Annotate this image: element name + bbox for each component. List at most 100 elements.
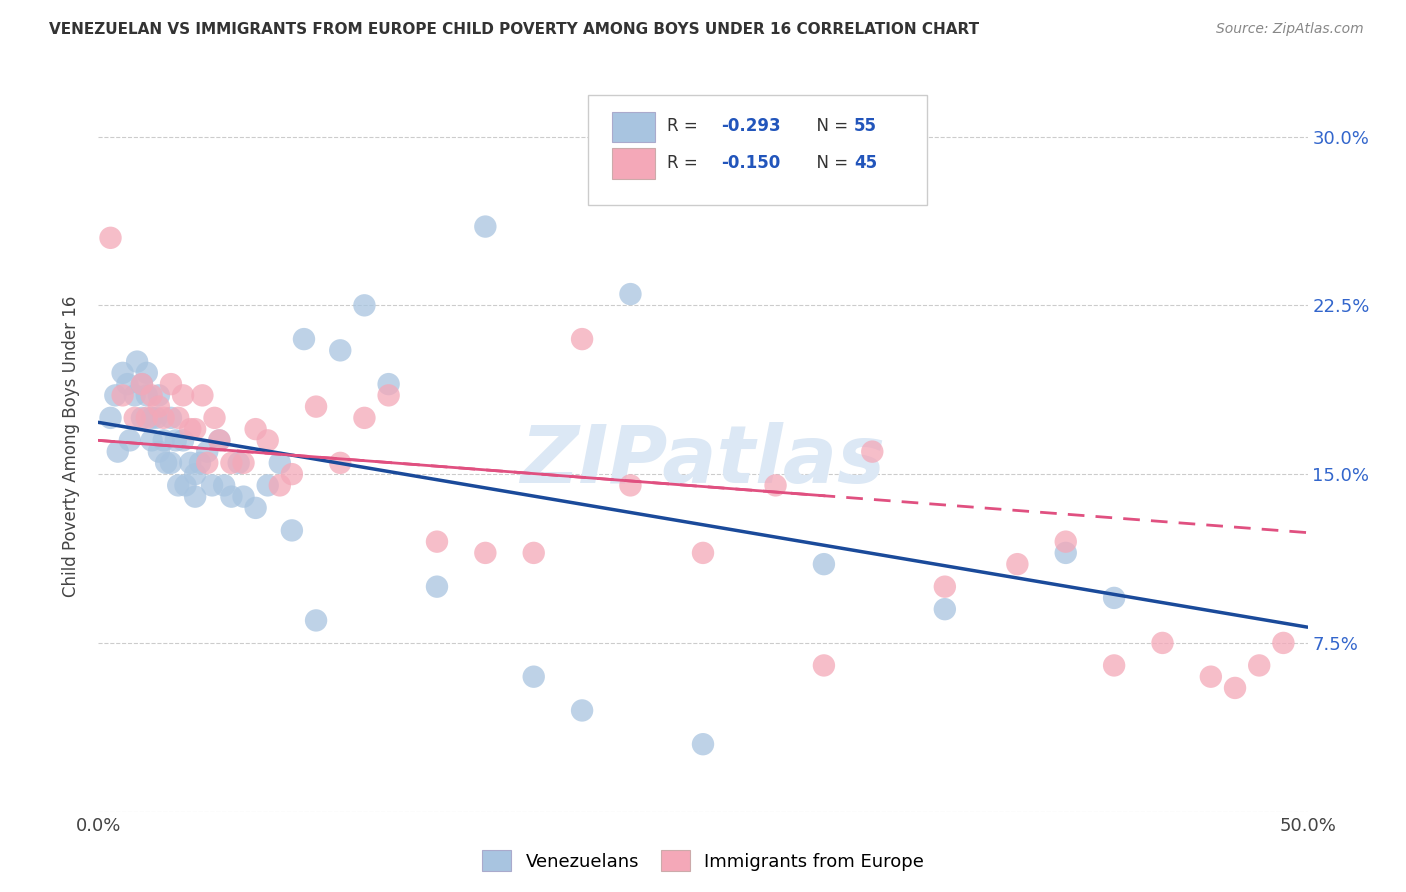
Text: 45: 45 [855,154,877,172]
Point [201,478,224,492]
Point [118,434,141,448]
Point [934,602,956,616]
Point [135,366,157,380]
Point [269,478,291,492]
Point [172,434,194,448]
Point [174,478,197,492]
Point [1152,636,1174,650]
Point [232,490,254,504]
Point [813,658,835,673]
Point [184,467,207,482]
Point [179,456,201,470]
Point [131,377,153,392]
FancyBboxPatch shape [613,148,655,179]
Point [245,500,267,515]
Point [1007,557,1029,571]
Text: -0.150: -0.150 [721,154,780,172]
Point [124,410,146,425]
Point [228,456,250,470]
Point [1054,534,1077,549]
Point [148,400,170,414]
Point [692,546,714,560]
Point [131,377,153,392]
Point [131,410,153,425]
Point [221,490,243,504]
Text: ZIPatlas: ZIPatlas [520,422,886,500]
Legend: Venezuelans, Immigrants from Europe: Venezuelans, Immigrants from Europe [475,843,931,879]
Point [145,410,167,425]
Point [353,410,375,425]
Text: N =: N = [806,154,853,172]
Point [188,456,211,470]
Point [619,287,641,301]
Point [281,467,304,482]
Point [160,410,183,425]
Point [172,388,194,402]
Point [104,388,127,402]
Point [692,737,714,751]
Point [167,410,190,425]
Text: Source: ZipAtlas.com: Source: ZipAtlas.com [1216,22,1364,37]
Point [619,478,641,492]
Point [329,343,352,358]
Point [353,298,375,312]
Text: 55: 55 [855,118,877,136]
Point [100,231,122,245]
Point [765,478,787,492]
Point [523,546,546,560]
Point [1223,681,1246,695]
Point [100,410,122,425]
Point [165,434,187,448]
Point [571,703,593,717]
Point [124,388,146,402]
Point [184,490,207,504]
Point [571,332,593,346]
Point [1249,658,1271,673]
Point [474,219,496,234]
Point [934,580,956,594]
Point [813,557,835,571]
Text: R =: R = [666,154,703,172]
Point [160,456,183,470]
Point [256,478,278,492]
Point [160,377,183,392]
Text: N =: N = [806,118,853,136]
Point [426,580,449,594]
Point [152,434,174,448]
Point [1102,591,1125,605]
Point [208,434,231,448]
Point [212,478,235,492]
Point [329,456,352,470]
Point [256,434,278,448]
Point [221,456,243,470]
Point [377,377,399,392]
Point [148,388,170,402]
Point [117,377,139,392]
Point [155,456,177,470]
Point [305,400,328,414]
Point [148,444,170,458]
Text: R =: R = [666,118,703,136]
Point [1272,636,1295,650]
Point [141,434,163,448]
Point [269,456,291,470]
FancyBboxPatch shape [588,95,927,204]
Point [127,354,149,368]
Point [305,614,328,628]
Point [860,444,883,458]
Point [292,332,315,346]
Point [208,434,231,448]
Point [377,388,399,402]
Point [245,422,267,436]
Point [141,388,163,402]
Point [135,388,157,402]
Point [152,410,174,425]
Point [184,422,207,436]
Point [281,524,304,538]
Y-axis label: Child Poverty Among Boys Under 16: Child Poverty Among Boys Under 16 [62,295,80,597]
Point [1102,658,1125,673]
Point [141,410,163,425]
Point [195,456,218,470]
Point [191,388,214,402]
Text: -0.293: -0.293 [721,118,780,136]
